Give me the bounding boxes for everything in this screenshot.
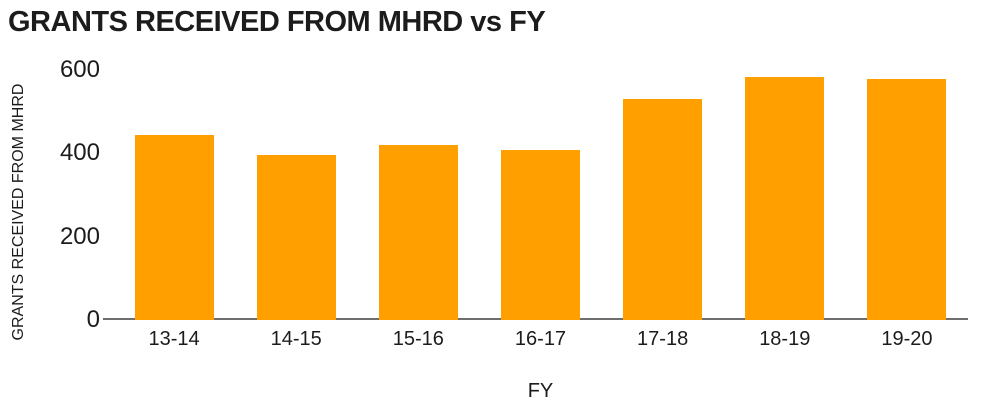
x-axis-tick-labels: 13-14 14-15 15-16 16-17 17-18 18-19 19-20 <box>113 328 968 350</box>
x-tick-label: 16-17 <box>514 328 567 350</box>
bar-slot-14-15 <box>235 70 357 320</box>
bar-slot-15-16 <box>357 70 479 320</box>
chart-title: GRANTS RECEIVED FROM MHRD vs FY <box>8 6 546 38</box>
bar-19-20[interactable] <box>867 79 947 320</box>
x-axis-title: FY <box>527 380 554 402</box>
bar-slot-17-18 <box>602 70 724 320</box>
x-tick-label: 13-14 <box>148 328 200 350</box>
bar-13-14[interactable] <box>134 134 214 320</box>
bar-slot-16-17 <box>479 70 601 320</box>
bar-14-15[interactable] <box>256 155 336 320</box>
bar-slot-19-20 <box>846 70 968 320</box>
bar-slot-13-14 <box>113 70 235 320</box>
x-tick-label: 19-20 <box>881 328 933 350</box>
y-tick-label: 200 <box>59 222 100 250</box>
bar-16-17[interactable] <box>500 149 580 320</box>
bar-slot-18-19 <box>724 70 846 320</box>
bar-18-19[interactable] <box>745 77 825 320</box>
x-tick-label: 14-15 <box>270 328 322 350</box>
y-tick-label: 600 <box>59 56 100 83</box>
y-tick-label: 0 <box>86 306 100 333</box>
plot-area <box>113 70 968 320</box>
x-tick-label: 17-18 <box>637 328 689 350</box>
bar-17-18[interactable] <box>623 98 703 320</box>
x-tick-label: 18-19 <box>759 328 811 350</box>
y-axis-ticks: 0 200 400 600 <box>0 0 100 412</box>
x-tick-label: 15-16 <box>392 328 444 350</box>
bar-15-16[interactable] <box>378 144 458 320</box>
y-tick-label: 400 <box>59 139 100 167</box>
